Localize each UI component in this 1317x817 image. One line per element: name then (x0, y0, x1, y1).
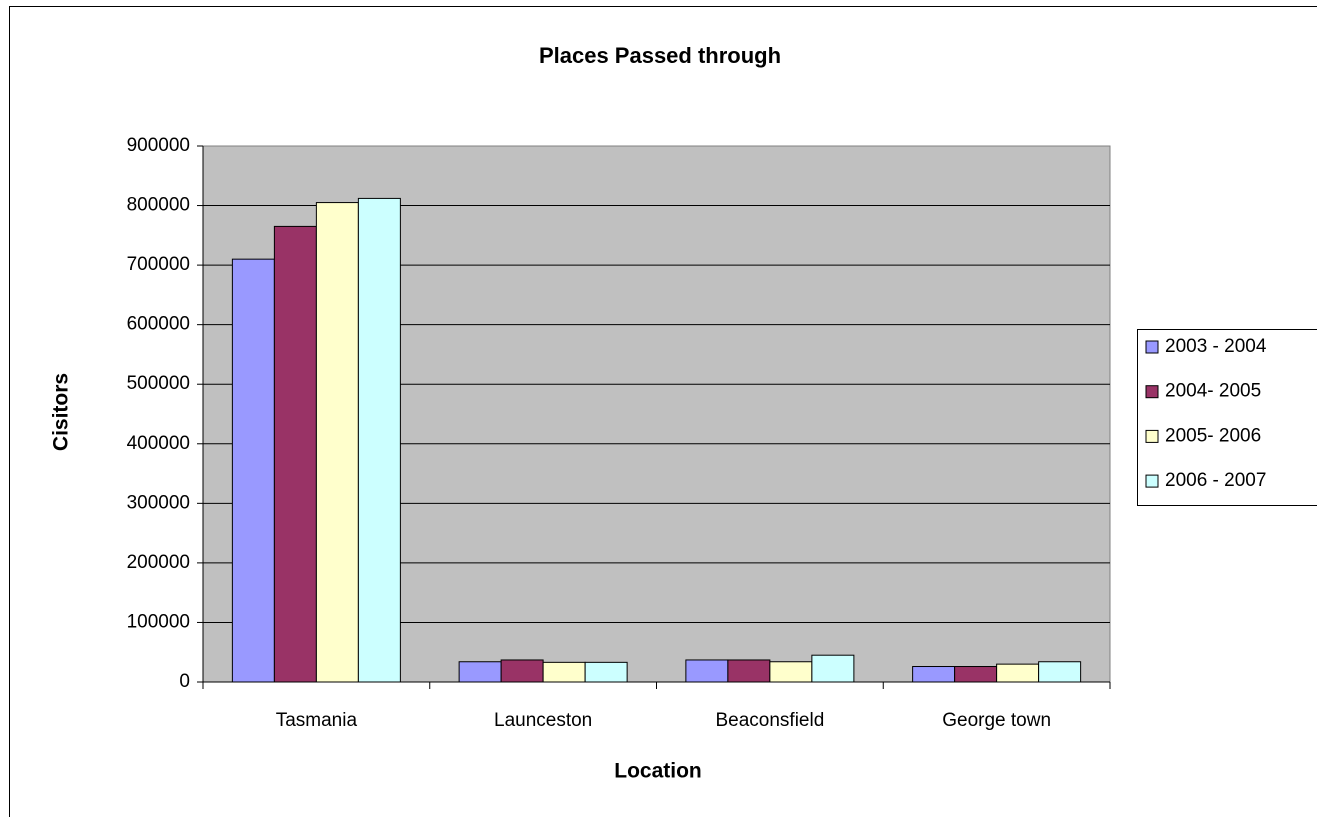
y-tick-label: 900000 (127, 135, 190, 156)
bar (357, 197, 401, 683)
legend-label: 2005- 2006 (1165, 425, 1261, 446)
bar (996, 663, 1040, 683)
legend-swatch (1145, 474, 1159, 488)
bar (1038, 661, 1082, 683)
y-tick-label: 500000 (127, 373, 190, 394)
bar (912, 666, 956, 683)
bar (315, 202, 359, 683)
y-tick-label: 700000 (127, 254, 190, 275)
y-tick-label: 200000 (127, 552, 190, 573)
bar (542, 661, 586, 683)
bar (584, 661, 628, 683)
bar (685, 659, 729, 683)
x-tick-label: Tasmania (276, 710, 358, 731)
bar (954, 666, 998, 683)
y-tick-label: 800000 (127, 195, 190, 216)
bar (231, 258, 275, 683)
bar (769, 661, 813, 683)
bar (458, 661, 502, 683)
y-tick-label: 0 (179, 671, 190, 692)
legend-swatch (1145, 340, 1159, 354)
y-tick-label: 100000 (127, 611, 190, 632)
x-tick-label: George town (942, 710, 1051, 731)
bar (273, 225, 317, 683)
x-axis-label: Location (614, 760, 702, 783)
x-tick-label: Launceston (494, 710, 592, 731)
y-tick-label: 600000 (127, 314, 190, 335)
bar (811, 654, 855, 683)
legend-swatch (1145, 385, 1159, 399)
y-axis-label: Cisitors (50, 373, 73, 451)
legend-label: 2003 - 2004 (1165, 336, 1267, 357)
legend-label: 2004- 2005 (1165, 381, 1261, 402)
chart-title: Places Passed through (539, 43, 781, 68)
y-tick-label: 300000 (127, 492, 190, 513)
bar (500, 659, 544, 683)
x-tick-label: Beaconsfield (715, 710, 824, 731)
legend-swatch (1145, 429, 1159, 443)
legend-label: 2006 - 2007 (1165, 470, 1266, 491)
bar (727, 659, 771, 683)
legend-box (1137, 329, 1317, 506)
y-tick-label: 400000 (127, 433, 190, 454)
